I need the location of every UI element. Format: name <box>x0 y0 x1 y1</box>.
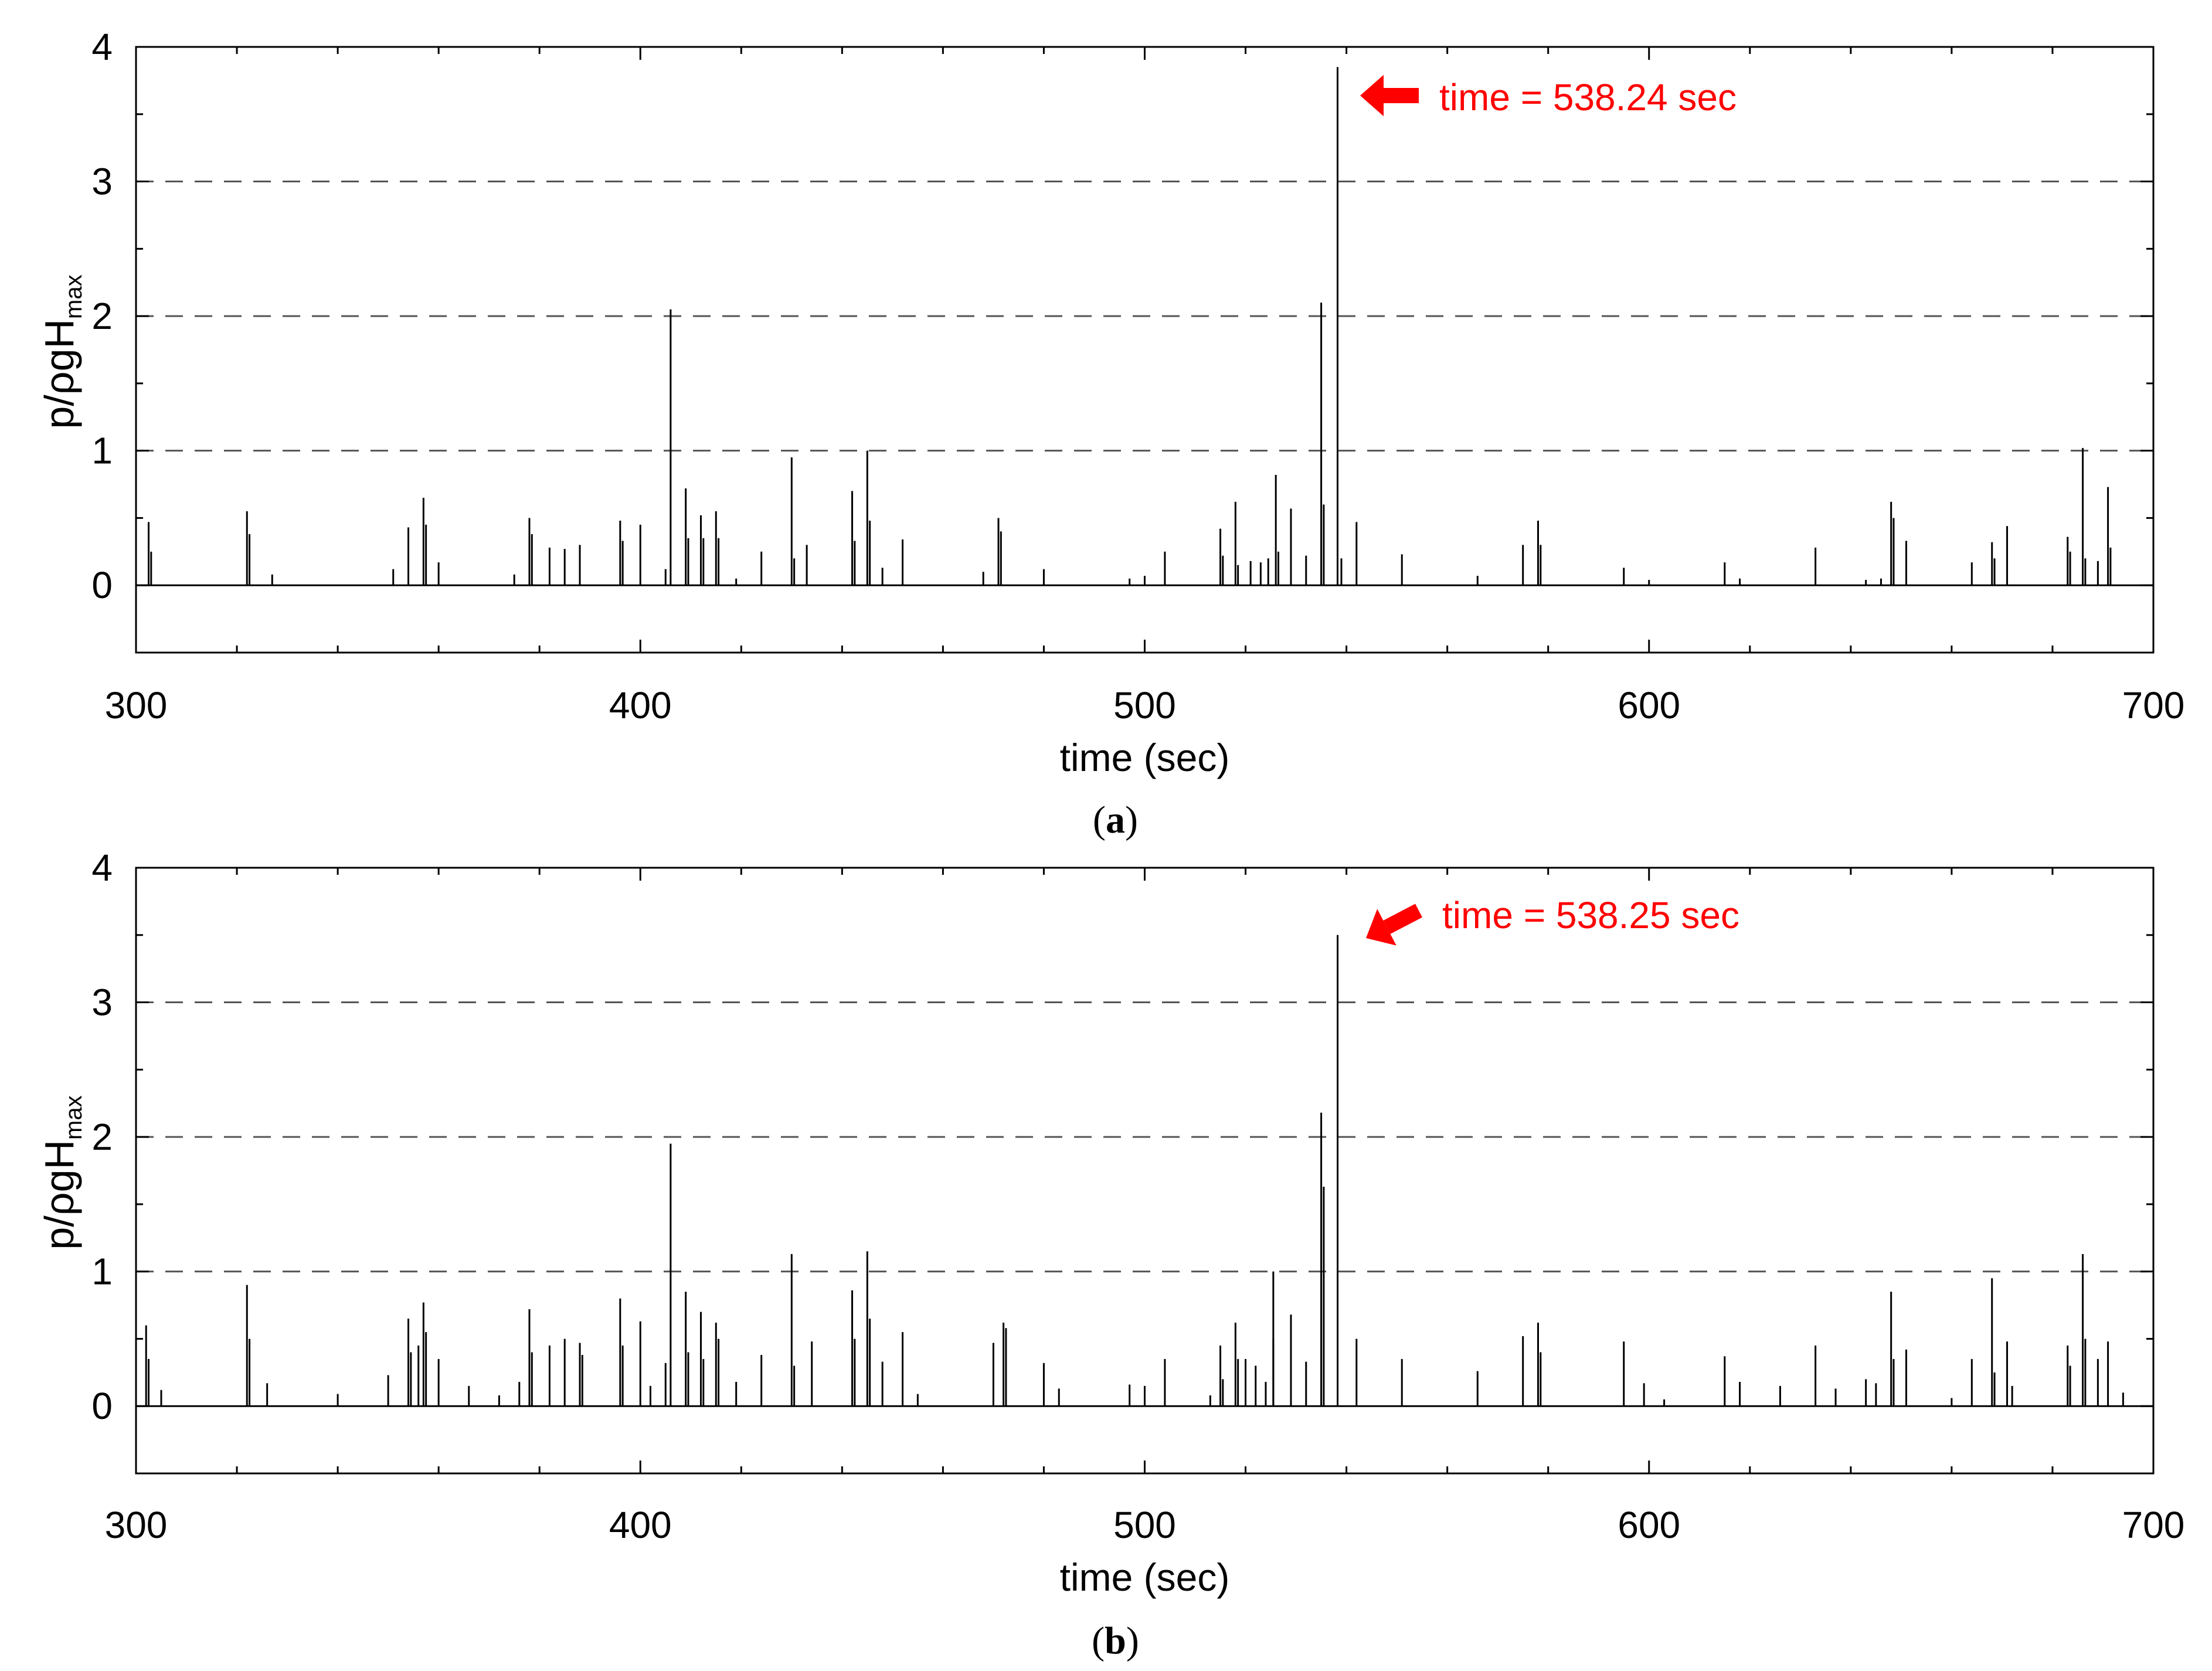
panel-label-letter: b <box>1105 1619 1126 1662</box>
x-tick-label: 600 <box>1618 684 1680 726</box>
x-tick-label: 700 <box>2122 1504 2185 1546</box>
y-axis-title-sub: max <box>61 1095 87 1140</box>
x-axis-title: time (sec) <box>1060 1555 1230 1599</box>
y-tick-label: 2 <box>91 295 113 337</box>
panel-label: (b) <box>1092 1619 1139 1662</box>
y-axis-title-main: p/ρgH <box>36 1140 82 1250</box>
y-tick-label: 1 <box>91 430 113 472</box>
series-pressure <box>148 67 2112 586</box>
x-tick-label: 500 <box>1113 684 1176 726</box>
panel-label-open: ( <box>1093 799 1106 841</box>
panel-label: (a) <box>1093 799 1138 841</box>
y-tick-label: 1 <box>91 1251 113 1293</box>
annotation-label: time = 538.25 sec <box>1442 894 1739 936</box>
y-axis-title: p/ρgHmax <box>36 274 87 429</box>
x-tick-label: 300 <box>105 1504 168 1546</box>
y-tick-label: 0 <box>91 564 113 606</box>
y-axis-title-main: p/ρgH <box>36 319 82 429</box>
y-axis-title: p/ρgHmax <box>36 1095 87 1249</box>
series-pressure <box>145 935 2124 1407</box>
x-tick-label: 500 <box>1113 1504 1176 1546</box>
annotation-label: time = 538.24 sec <box>1439 76 1737 118</box>
y-tick-label: 3 <box>91 161 113 203</box>
y-tick-label: 3 <box>91 981 113 1024</box>
y-tick-label: 0 <box>91 1385 113 1427</box>
annotation-arrow-head <box>1360 74 1384 117</box>
panel-label-close: ) <box>1126 1619 1139 1662</box>
x-tick-label: 700 <box>2122 684 2185 726</box>
plot-frame <box>135 46 2155 654</box>
panel-label-open: ( <box>1092 1619 1105 1662</box>
y-axis-title-sub: max <box>61 274 87 319</box>
panel-label-close: ) <box>1125 799 1138 841</box>
chart-panel-a: 0 1 2 3 4 300 400 500 600 700 time (sec) p/ρgHmax ti… <box>36 26 2184 841</box>
panel-label-letter: a <box>1106 799 1125 841</box>
y-tick-label: 2 <box>91 1116 113 1158</box>
y-tick-label: 4 <box>91 26 113 68</box>
annotation-arrow-shaft <box>1383 904 1423 935</box>
chart-panel-b: 0 1 2 3 4 300 400 500 600 700 time (sec) p/ρgHmax ti… <box>36 847 2184 1662</box>
y-tick-label: 4 <box>91 847 113 889</box>
x-tick-label: 400 <box>609 1504 672 1546</box>
x-axis-title: time (sec) <box>1060 736 1230 779</box>
x-tick-label: 600 <box>1618 1504 1680 1546</box>
annotation-arrow-head <box>1366 909 1396 946</box>
x-tick-label: 300 <box>105 684 168 726</box>
x-tick-label: 400 <box>609 684 672 726</box>
